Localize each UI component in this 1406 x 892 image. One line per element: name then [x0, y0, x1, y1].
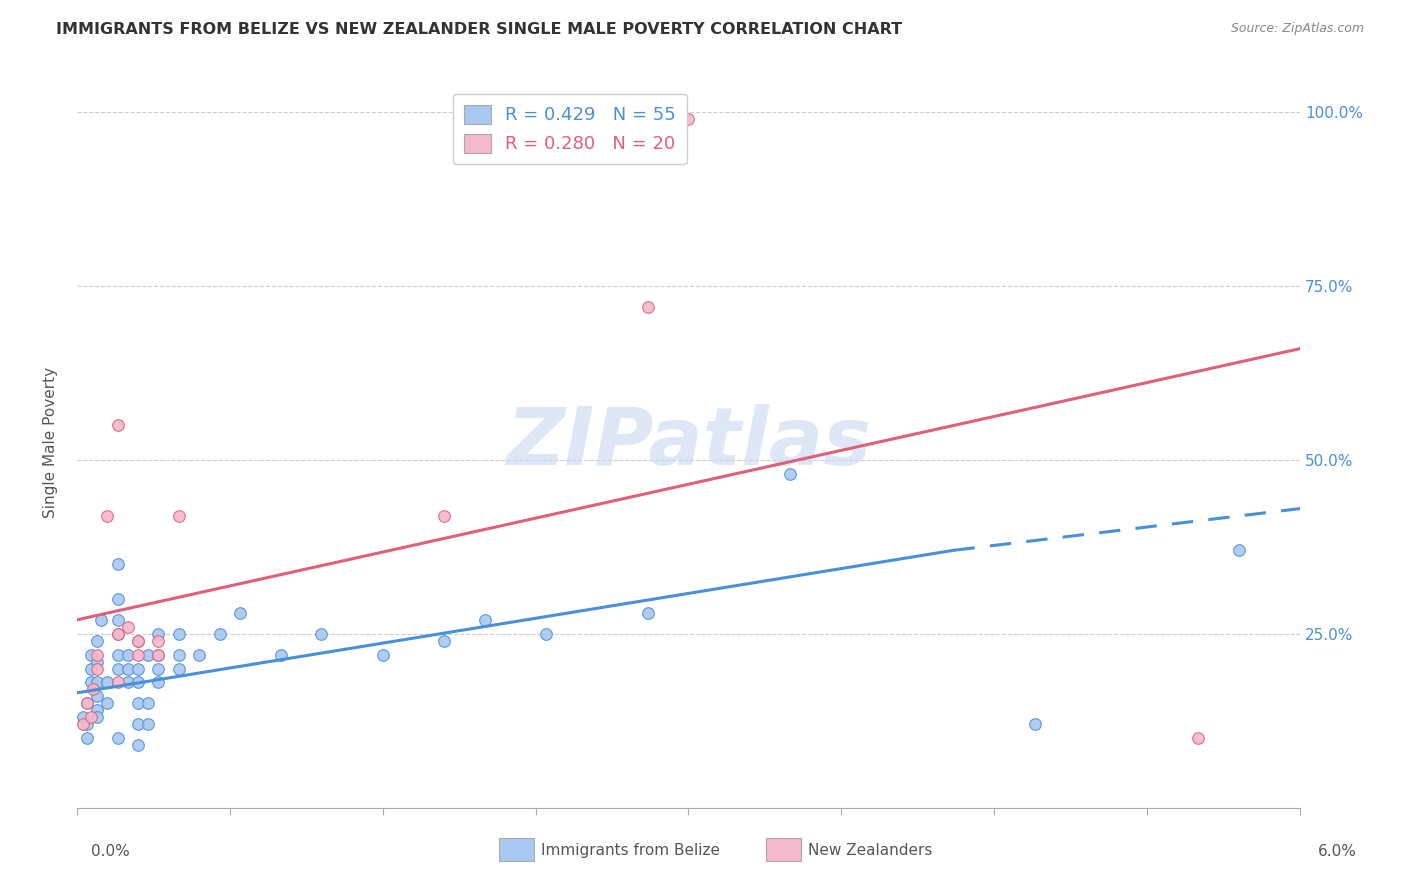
Point [86, 710, 108, 724]
Point [82, 682, 104, 697]
Point [136, 648, 159, 662]
Point [107, 592, 129, 607]
Point [270, 648, 292, 662]
Point [107, 613, 129, 627]
Point [136, 717, 159, 731]
Point [637, 300, 659, 314]
Point [433, 508, 456, 523]
Point [311, 626, 333, 640]
Point [148, 675, 170, 690]
Point [136, 696, 159, 710]
Point [167, 508, 190, 523]
Point [127, 633, 149, 648]
Point [86, 633, 108, 648]
Point [90, 613, 112, 627]
Point [371, 648, 394, 662]
Point [107, 731, 129, 745]
Point [127, 738, 149, 752]
Point [117, 675, 139, 690]
Point [188, 648, 211, 662]
Point [1187, 731, 1209, 745]
Point [127, 675, 149, 690]
Point [117, 648, 139, 662]
Text: IMMIGRANTS FROM BELIZE VS NEW ZEALANDER SINGLE MALE POVERTY CORRELATION CHART: IMMIGRANTS FROM BELIZE VS NEW ZEALANDER … [56, 22, 903, 37]
Point [76, 696, 98, 710]
Point [86, 648, 108, 662]
Point [76, 717, 98, 731]
Point [80, 710, 103, 724]
Point [779, 467, 801, 481]
Point [80, 661, 103, 675]
Point [86, 675, 108, 690]
Point [76, 731, 98, 745]
Point [127, 648, 149, 662]
Point [433, 633, 456, 648]
Point [107, 626, 129, 640]
Point [107, 558, 129, 572]
Point [107, 661, 129, 675]
Text: ZIPatlas: ZIPatlas [506, 403, 870, 482]
Point [86, 703, 108, 717]
Point [148, 648, 170, 662]
Point [167, 661, 190, 675]
Text: New Zealanders: New Zealanders [808, 843, 932, 857]
Point [148, 633, 170, 648]
Point [107, 626, 129, 640]
Point [1227, 543, 1250, 558]
Point [167, 626, 190, 640]
Point [86, 661, 108, 675]
Point [96, 696, 118, 710]
Point [117, 661, 139, 675]
Point [72, 717, 94, 731]
Point [534, 626, 557, 640]
Point [86, 690, 108, 704]
Point [96, 675, 118, 690]
Point [127, 717, 149, 731]
Legend: R = 0.429   N = 55, R = 0.280   N = 20: R = 0.429 N = 55, R = 0.280 N = 20 [453, 94, 686, 164]
Point [72, 710, 94, 724]
Point [678, 112, 700, 127]
Point [107, 648, 129, 662]
Text: 0.0%: 0.0% [91, 845, 131, 859]
Point [127, 661, 149, 675]
Point [148, 626, 170, 640]
Point [76, 696, 98, 710]
Point [127, 633, 149, 648]
Point [86, 655, 108, 669]
Point [1024, 717, 1046, 731]
Point [107, 418, 129, 433]
Point [127, 696, 149, 710]
Point [637, 606, 659, 620]
Text: 6.0%: 6.0% [1317, 845, 1357, 859]
Point [80, 648, 103, 662]
Point [148, 648, 170, 662]
Text: Source: ZipAtlas.com: Source: ZipAtlas.com [1230, 22, 1364, 36]
Point [229, 606, 252, 620]
Point [80, 675, 103, 690]
Point [208, 626, 231, 640]
Point [167, 648, 190, 662]
Text: Immigrants from Belize: Immigrants from Belize [541, 843, 720, 857]
Point [117, 620, 139, 634]
Point [148, 661, 170, 675]
Point [96, 508, 118, 523]
Y-axis label: Single Male Poverty: Single Male Poverty [44, 367, 58, 518]
Point [107, 675, 129, 690]
Point [474, 613, 496, 627]
